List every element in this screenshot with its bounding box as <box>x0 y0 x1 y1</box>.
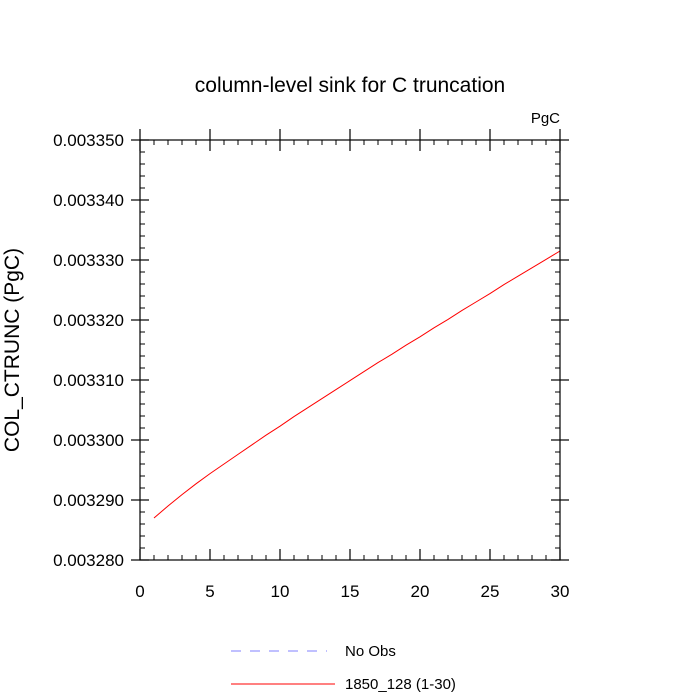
y-tick-label: 0.003310 <box>53 371 124 390</box>
y-tick-label: 0.003300 <box>53 431 124 450</box>
axis-ticks: 0 5 10 15 20 25 30 0.003280 0.003290 0.003300 0.00… <box>53 129 569 601</box>
y-tick-label: 0.003330 <box>53 251 124 270</box>
x-tick-label: 0 <box>135 582 144 601</box>
y-tick-label: 0.003320 <box>53 311 124 330</box>
x-tick-label: 5 <box>205 582 214 601</box>
plot-series <box>153 250 561 519</box>
x-tick-label: 15 <box>341 582 360 601</box>
x-tick-label: 30 <box>551 582 570 601</box>
y-tick-label: 0.003280 <box>53 551 124 570</box>
y-tick-label: 0.003290 <box>53 491 124 510</box>
y-tick-label: 0.003350 <box>53 131 124 150</box>
chart-title: column-level sink for C truncation <box>195 74 505 97</box>
legend-label: No Obs <box>345 643 396 660</box>
y-axis-label: COL_CTRUNC (PgC) <box>1 248 24 452</box>
units-label: PgC <box>531 110 560 127</box>
y-tick-label: 0.003340 <box>53 191 124 210</box>
plot-frame <box>139 139 561 561</box>
x-tick-label: 25 <box>481 582 500 601</box>
legend: No Obs 1850_128 (1-30) <box>231 643 456 693</box>
x-tick-label: 20 <box>411 582 430 601</box>
x-tick-label: 10 <box>271 582 290 601</box>
legend-label: 1850_128 (1-30) <box>345 676 456 693</box>
series-line <box>153 250 561 519</box>
